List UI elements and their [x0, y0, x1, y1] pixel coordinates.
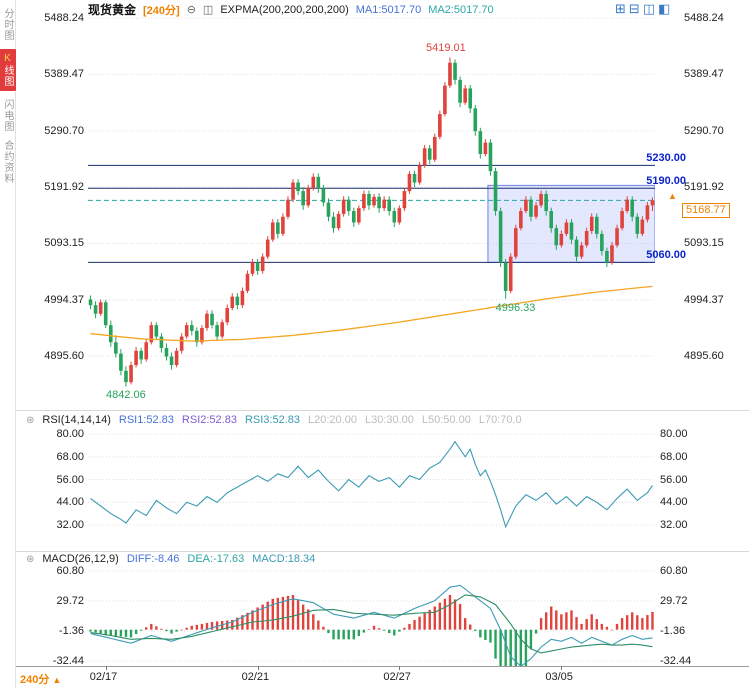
rsi-header: ⊛ RSI(14,14,14) RSI1:52.83 RSI2:52.83 RS… — [26, 414, 522, 426]
macd-dea-value: DEA:-17.63 — [187, 553, 245, 565]
macd-axis-label: 29.72 — [660, 595, 688, 607]
period-label[interactable]: [240分] — [143, 4, 180, 17]
axis-tick — [257, 666, 259, 670]
chart-type-sidebar: 分时图 K线图 闪电图 合约资料 — [0, 0, 16, 688]
zoom-out-icon[interactable]: ⊖ — [186, 4, 196, 16]
macd-axis-label: 60.80 — [56, 565, 84, 577]
macd-hist-value: MACD:18.34 — [252, 553, 316, 565]
rsi2-value: RSI2:52.83 — [181, 414, 237, 426]
macd-axis-label: -1.36 — [58, 625, 84, 637]
candle-style-icon[interactable]: ◫ — [202, 4, 214, 16]
axis-tick — [399, 666, 401, 670]
level-price-label[interactable]: 5190.00 — [646, 175, 686, 188]
macd-axis-label: -1.36 — [660, 625, 686, 637]
price-axis-label: 5093.15 — [684, 237, 724, 250]
rsi-l70: L70:70.0 — [478, 414, 522, 426]
price-axis-label: 5093.15 — [44, 237, 84, 250]
price-annotation: 4996.33 — [495, 301, 536, 314]
date-label: 02/17 — [89, 671, 118, 683]
sidebar-item-time-chart[interactable]: 分时图 — [2, 8, 13, 41]
axis-tick — [105, 666, 107, 670]
footer-period-label[interactable]: 240分 ▲ — [20, 674, 62, 686]
price-axis-label: 5389.47 — [684, 68, 724, 81]
bar-chart-icon[interactable]: ◧ — [658, 1, 671, 16]
last-price-marker: ▲ — [668, 191, 677, 202]
scroll-up-icon[interactable]: ▲ — [52, 675, 62, 685]
price-axis-label: 5488.24 — [44, 12, 84, 25]
rsi-axis-label: 32.00 — [56, 519, 84, 531]
macd-title: MACD(26,12,9) — [42, 553, 119, 565]
indicator-label: EXPMA(200,200,200,200) — [220, 3, 349, 16]
price-axis-label: 5389.47 — [44, 68, 84, 81]
price-annotation: 5419.01 — [425, 41, 466, 54]
main-chart-header: 现货黄金 [240分] ⊖ ◫ EXPMA(200,200,200,200) M… — [88, 2, 494, 17]
price-axis-label: 5488.24 — [684, 12, 724, 25]
date-label: 03/05 — [545, 671, 573, 683]
indicator-settings-icon[interactable]: ⊛ — [26, 414, 35, 426]
sidebar-item-flash-chart[interactable]: 闪电图 — [2, 99, 13, 132]
macd-diff-value: DIFF:-8.46 — [126, 553, 180, 565]
macd-axis-label: -32.44 — [52, 655, 84, 667]
symbol-name: 现货黄金 — [88, 3, 137, 17]
macd-axis-label: -32.44 — [660, 655, 692, 667]
rsi-axis-label: 56.00 — [56, 473, 84, 486]
price-axis-label: 5191.92 — [684, 181, 724, 194]
macd-axis-label: 29.72 — [56, 595, 84, 607]
price-annotation: 4842.06 — [105, 388, 146, 401]
ma1-value: MA1:5017.70 — [355, 3, 422, 16]
rsi-axis-label: 32.00 — [660, 519, 688, 531]
price-axis-label: 4994.37 — [44, 293, 84, 306]
price-axis-label: 4895.60 — [44, 350, 84, 363]
rsi-title: RSI(14,14,14) — [42, 414, 111, 426]
sidebar-item-kline-chart[interactable]: K线图 — [0, 49, 16, 91]
price-axis-label: 4994.37 — [684, 293, 724, 306]
rsi-axis-label: 68.00 — [56, 450, 84, 463]
ma2-value: MA2:5017.70 — [428, 3, 494, 16]
level-price-label[interactable]: 5060.00 — [646, 249, 686, 262]
panel-separator — [16, 410, 749, 411]
price-axis-label: 4895.60 — [684, 350, 724, 363]
axis-tick — [561, 666, 563, 670]
price-axis-label: 5191.92 — [44, 181, 84, 194]
rsi-axis-label: 44.00 — [56, 496, 84, 509]
rsi-canvas[interactable] — [88, 428, 655, 546]
rsi-axis-label: 80.00 — [660, 428, 688, 440]
rsi-l50: L50:50.00 — [421, 414, 471, 426]
x-axis-line — [16, 666, 749, 667]
layout-toolbar: ⊞ ⊟ ◫ ◧ — [615, 2, 670, 15]
rsi-l30: L30:30.00 — [364, 414, 414, 426]
rsi-axis-label: 56.00 — [660, 473, 688, 486]
rsi-axis-label: 44.00 — [660, 496, 688, 509]
panel-separator — [16, 551, 749, 552]
indicator-settings-icon[interactable]: ⊛ — [26, 553, 35, 565]
rsi-axis-label: 80.00 — [56, 428, 84, 440]
split-layout-icon[interactable]: ⊟ — [628, 1, 640, 16]
rsi-l20: L20:20.00 — [308, 414, 357, 426]
last-price-label: 5168.77 — [682, 203, 730, 219]
rsi-axis-label: 68.00 — [660, 450, 688, 463]
price-axis-label: 5290.70 — [44, 124, 84, 137]
price-axis-label: 5290.70 — [684, 124, 724, 137]
macd-axis-label: 60.80 — [660, 565, 688, 577]
rsi3-value: RSI3:52.83 — [244, 414, 301, 426]
grid-layout-icon[interactable]: ⊞ — [615, 1, 626, 16]
rsi1-value: RSI1:52.83 — [118, 414, 174, 426]
date-label: 02/21 — [241, 671, 270, 683]
line-chart-icon[interactable]: ◫ — [642, 1, 656, 16]
main-chart-canvas[interactable] — [88, 0, 655, 405]
macd-canvas[interactable] — [88, 565, 655, 667]
date-label: 02/27 — [383, 671, 411, 683]
level-price-label[interactable]: 5230.00 — [646, 152, 686, 165]
macd-header: ⊛ MACD(26,12,9) DIFF:-8.46 DEA:-17.63 MA… — [26, 553, 315, 565]
sidebar-item-contract-info[interactable]: 合约资料 — [2, 140, 13, 184]
